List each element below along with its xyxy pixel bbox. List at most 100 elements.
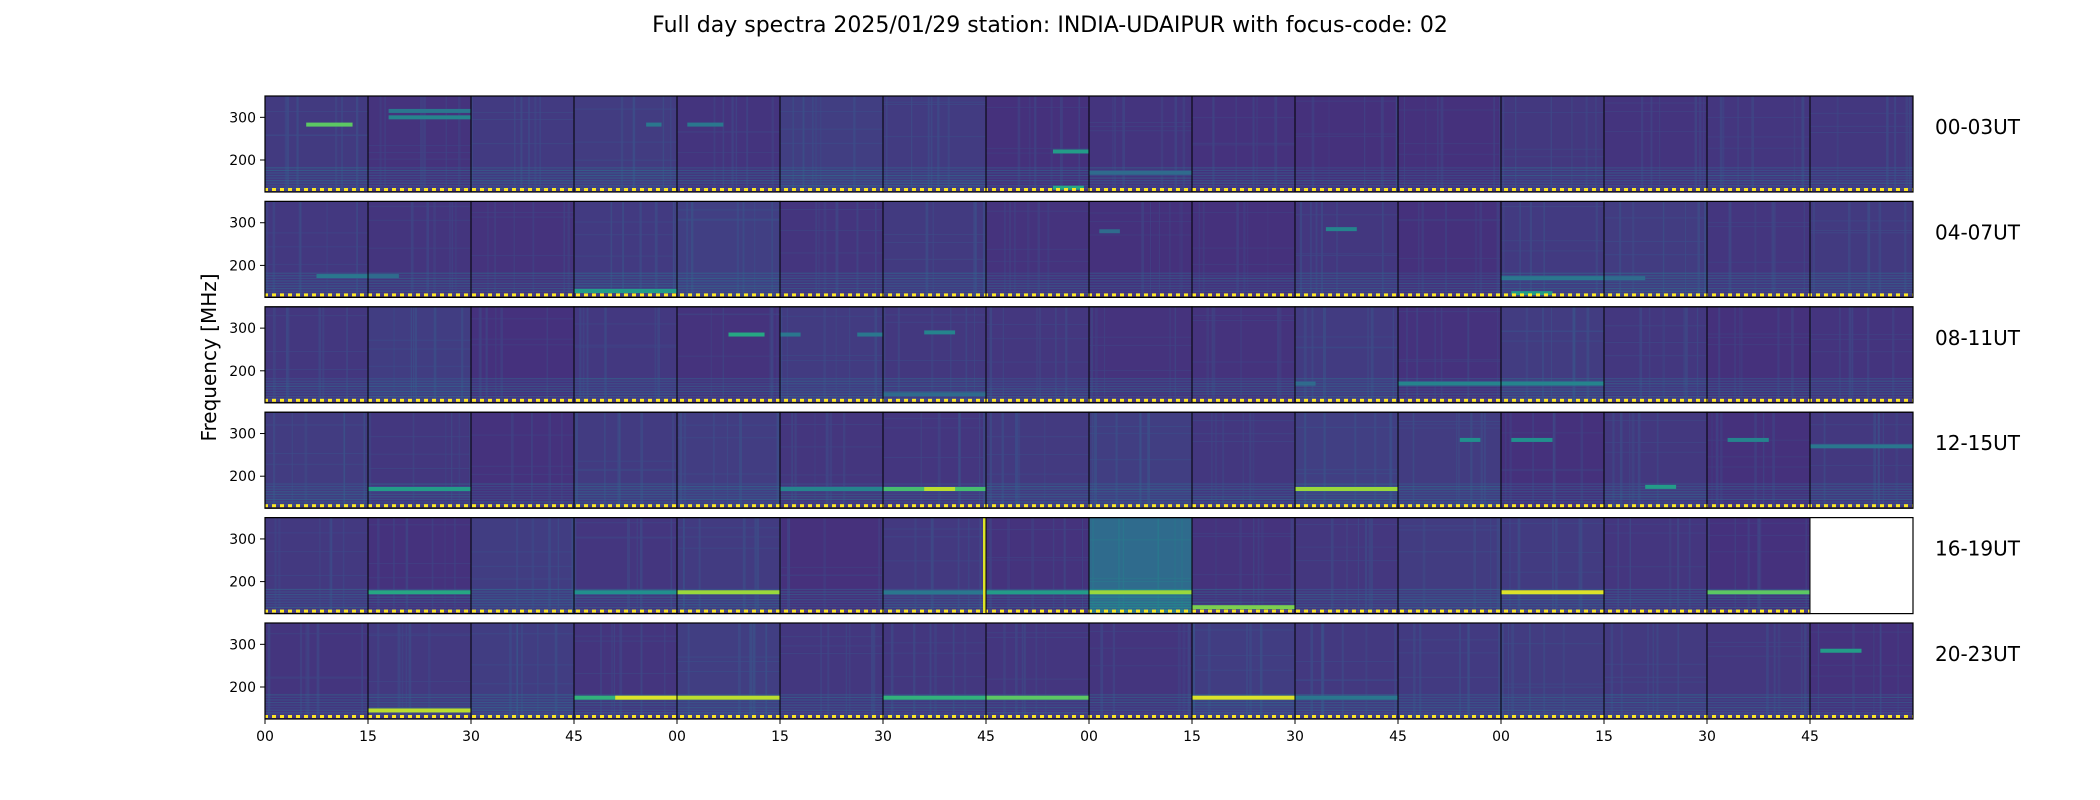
y-tick-label: 200: [229, 258, 256, 274]
emission-band: [1325, 227, 1357, 232]
x-tick-label: 00: [1492, 729, 1510, 745]
spectrogram-panel: [1088, 517, 1193, 615]
row-time-label: 04-07UT: [1935, 220, 2021, 244]
spectrogram-panel: [779, 411, 884, 509]
emission-band: [615, 695, 677, 700]
spectrogram-panel: [470, 95, 575, 193]
spectra-row: [264, 411, 1914, 509]
spectrogram-panel: [1500, 306, 1605, 404]
spectrogram-panel: [985, 517, 1090, 615]
emission-band: [1192, 695, 1295, 700]
emission-band: [986, 590, 1089, 595]
emission-band: [1645, 484, 1677, 489]
emission-band: [1052, 149, 1089, 154]
spectrogram-panel: [1500, 200, 1605, 298]
spectrogram-panel: [573, 200, 678, 298]
spectrogram-panel: [264, 622, 369, 720]
spectrogram-panel: [985, 306, 1090, 404]
y-tick-label: 200: [229, 153, 256, 169]
spectrogram-panel: [779, 95, 884, 193]
x-tick-label: 15: [1183, 729, 1201, 745]
spectrogram-panel: [264, 411, 369, 509]
spectrogram-panel: [1397, 517, 1502, 615]
y-tick-label: 300: [229, 427, 256, 443]
emission-band: [1604, 276, 1646, 281]
spectrogram-panel: [882, 306, 987, 404]
y-tick-label: 300: [229, 110, 256, 126]
spectrogram-panel: [676, 95, 781, 193]
x-tick-label: 00: [668, 729, 686, 745]
emission-band: [677, 590, 780, 595]
spectrogram-panel: [882, 517, 988, 615]
row-time-label: 00-03UT: [1935, 115, 2021, 139]
spectrogram-panel: [1809, 411, 1914, 509]
spectrogram-panel: [676, 622, 781, 720]
spectrogram-panel: [470, 517, 576, 615]
emission-band: [1727, 437, 1769, 442]
spectrogram-panel: [264, 517, 369, 615]
spectrogram-panel: [1397, 622, 1502, 720]
emission-band: [1099, 229, 1120, 234]
emission-band: [646, 122, 662, 127]
x-tick-label: 30: [462, 729, 480, 745]
spectrogram-panel: [1603, 622, 1708, 720]
spectrogram-panel: [264, 95, 369, 193]
chart-title: Full day spectra 2025/01/29 station: IND…: [652, 13, 1448, 38]
spectrogram-panel: [367, 517, 472, 615]
spectrogram-panel: [1706, 200, 1811, 298]
spectrogram-panel: [1706, 411, 1811, 509]
spectrogram-panel: [470, 200, 575, 298]
spectra-row: [264, 516, 1914, 615]
spectra-row: [264, 622, 1914, 720]
x-tick-label: 30: [1698, 729, 1716, 745]
spectrogram-panel: [1294, 95, 1399, 193]
spectrogram-panel: [779, 517, 884, 615]
spectrogram-panel: [1088, 411, 1193, 509]
spectrogram-panel: [1191, 95, 1296, 193]
emission-band: [780, 487, 883, 491]
emission-band: [1820, 648, 1862, 653]
spectrogram-panel: [367, 200, 472, 298]
spectrogram-panel: [1191, 200, 1296, 298]
emission-band: [1295, 487, 1398, 491]
y-tick-label: 300: [229, 321, 256, 337]
spectrogram-panel: [1397, 306, 1502, 404]
spectrogram-panel: [1809, 95, 1914, 193]
spectrogram-panel: [882, 411, 987, 509]
emission-band: [388, 115, 471, 120]
spectrogram-panel: [676, 411, 781, 509]
emission-band: [924, 330, 956, 335]
y-tick-label: 300: [229, 532, 256, 548]
spectrogram-panel: [1603, 411, 1708, 509]
emission-band: [1501, 590, 1604, 595]
spectrogram-panel: [1706, 517, 1811, 615]
x-tick-label: 45: [1801, 729, 1819, 745]
emission-band: [1295, 695, 1398, 700]
spectrogram-panel: [1088, 306, 1193, 404]
spectrogram-panel: [985, 411, 1090, 509]
emission-band: [1192, 605, 1295, 610]
emission-band: [1707, 590, 1810, 595]
spectrogram-panel: [1088, 622, 1193, 720]
spectrogram-panel: [367, 306, 472, 404]
spectrogram-panel: [1603, 517, 1708, 615]
y-tick-label: 200: [229, 469, 256, 485]
spectra-row: [264, 306, 1914, 404]
spectrogram-panel: [1294, 200, 1399, 298]
spectrogram-panel: [573, 622, 678, 720]
emission-band: [1089, 170, 1192, 175]
emission-band: [1398, 381, 1501, 386]
spectrogram-panel: [1397, 200, 1502, 298]
spectra-rows: [264, 95, 1914, 720]
spectrogram-panel: [573, 95, 679, 193]
row-frame: [264, 411, 1914, 509]
spectrogram-panel: [1294, 306, 1399, 404]
spectrogram-panel: [1706, 306, 1811, 404]
x-tick-label: 45: [565, 729, 583, 745]
spectrogram-panel: [779, 306, 884, 404]
emission-band: [924, 487, 956, 491]
spectra-row: [264, 200, 1914, 298]
spectrogram-panel: [1706, 95, 1811, 193]
spectrogram-panel: [985, 622, 1090, 720]
spectrogram-panel: [573, 411, 678, 509]
